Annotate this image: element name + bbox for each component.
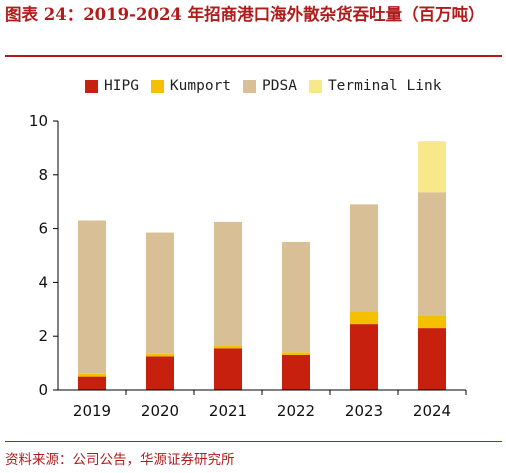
x-tick-label: 2024 bbox=[413, 402, 451, 420]
bar-hipg-2020 bbox=[146, 356, 174, 390]
stacked-bar-chart: 2019 2020 2021 2022 2023 2024 0 2 4 6 8 10 bbox=[29, 112, 467, 420]
bar-pdsa-2024 bbox=[418, 192, 446, 316]
legend-item-terminal-link: Terminal Link bbox=[308, 78, 442, 94]
bar-kumport-2019 bbox=[78, 373, 106, 377]
legend-item-kumport: Kumport bbox=[150, 78, 232, 94]
bar-pdsa-2020 bbox=[146, 232, 174, 354]
x-tick-label: 2020 bbox=[141, 402, 179, 420]
legend: HIPG Kumport PDSA Terminal Link bbox=[85, 76, 453, 96]
x-tick-label: 2023 bbox=[345, 402, 383, 420]
bar-pdsa-2019 bbox=[78, 220, 106, 374]
y-tick-label: 2 bbox=[38, 327, 48, 345]
bar-hipg-2022 bbox=[282, 355, 310, 390]
title-divider bbox=[5, 55, 502, 57]
bar-hipg-2019 bbox=[78, 376, 106, 390]
bar-kumport-2021 bbox=[214, 345, 242, 349]
x-tick-label: 2022 bbox=[277, 402, 315, 420]
x-tick-label: 2019 bbox=[73, 402, 111, 420]
legend-item-pdsa: PDSA bbox=[243, 78, 297, 94]
legend-swatch-terminal-link bbox=[308, 79, 322, 93]
bar-pdsa-2022 bbox=[282, 242, 310, 353]
bar-hipg-2023 bbox=[350, 324, 378, 390]
bars-group bbox=[78, 141, 446, 390]
axes-group: 2019 2020 2021 2022 2023 2024 0 2 4 6 8 10 bbox=[29, 112, 467, 420]
bar-kumport-2024 bbox=[418, 316, 446, 329]
y-tick-label: 6 bbox=[38, 220, 48, 238]
bar-hipg-2021 bbox=[214, 348, 242, 390]
legend-swatch-pdsa bbox=[243, 79, 257, 93]
y-tick-label: 0 bbox=[38, 381, 48, 399]
legend-label-pdsa: PDSA bbox=[262, 78, 297, 94]
bar-pdsa-2021 bbox=[214, 221, 242, 346]
legend-swatch-kumport bbox=[150, 79, 164, 93]
bar-kumport-2022 bbox=[282, 352, 310, 355]
bar-kumport-2023 bbox=[350, 312, 378, 325]
bar-kumport-2020 bbox=[146, 353, 174, 357]
chart-title: 图表 24：2019-2024 年招商港口海外散杂货吞吐量（百万吨） bbox=[5, 5, 485, 24]
y-tick-label: 4 bbox=[38, 273, 48, 291]
legend-label-kumport: Kumport bbox=[169, 78, 232, 94]
source-divider bbox=[5, 441, 502, 442]
y-tick-label: 8 bbox=[38, 166, 48, 184]
legend-swatch-hipg bbox=[85, 79, 98, 93]
source-note: 资料来源：公司公告，华源证券研究所 bbox=[5, 452, 235, 468]
legend-label-terminal-link: Terminal Link bbox=[327, 78, 442, 94]
x-tick-label: 2021 bbox=[209, 402, 247, 420]
bar-hipg-2024 bbox=[418, 328, 446, 390]
y-tick-label: 10 bbox=[29, 112, 48, 130]
bar-pdsa-2023 bbox=[350, 204, 378, 312]
bar-terminal-link-2024 bbox=[418, 141, 446, 193]
legend-label-hipg: HIPG bbox=[104, 78, 139, 94]
legend-item-hipg: HIPG bbox=[85, 78, 139, 94]
